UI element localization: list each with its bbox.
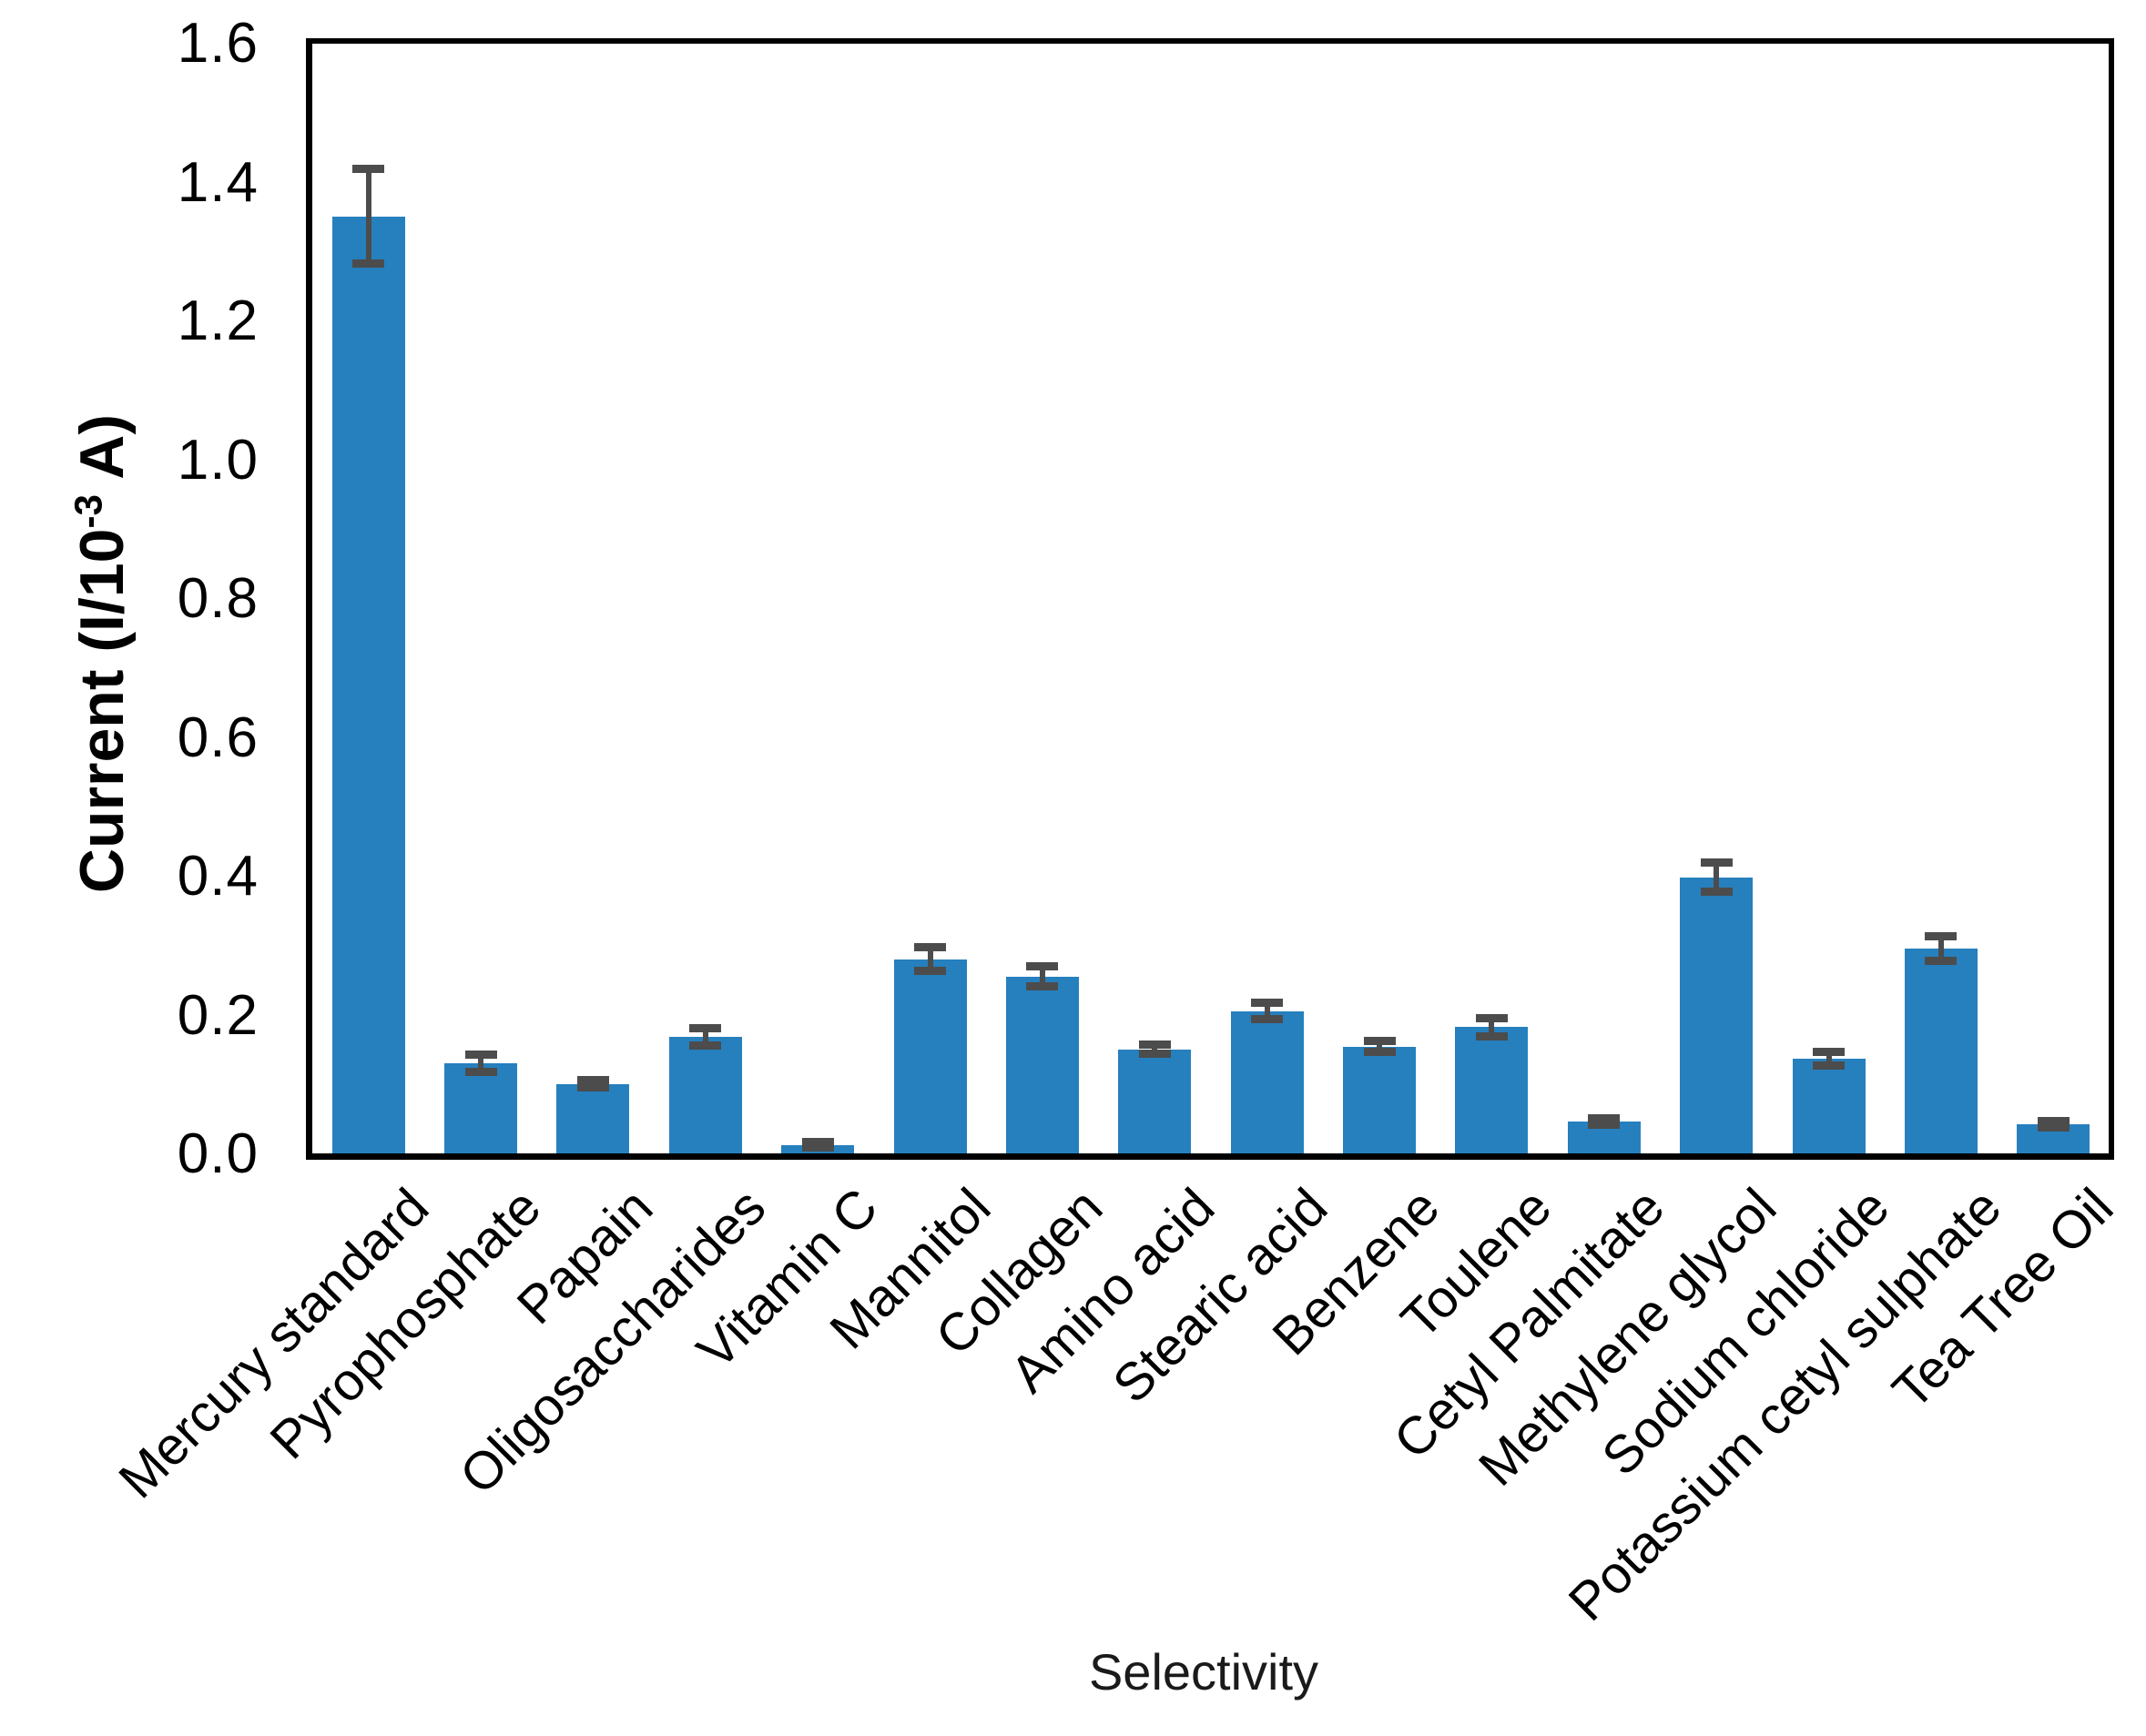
- error-cap-top-stearic-acid: [1251, 999, 1284, 1008]
- error-whisker-stearic-acid: [1264, 1002, 1270, 1020]
- error-cap-top-potassium-cetyl-sulphate: [1925, 931, 1958, 940]
- bar-sodium-chloride: [1792, 1059, 1866, 1153]
- error-whisker-toulene: [1489, 1018, 1495, 1037]
- error-whisker-sodium-chloride: [1826, 1051, 1832, 1066]
- y-axis-title-exponent: -3: [66, 494, 110, 529]
- y-tick-label-1.4: 1.4: [177, 150, 259, 214]
- error-cap-bottom-mannitol: [914, 966, 947, 975]
- error-cap-bottom-sodium-chloride: [1813, 1061, 1846, 1071]
- bar-amino-acid: [1118, 1049, 1192, 1153]
- error-cap-bottom-benzene: [1363, 1048, 1396, 1057]
- error-cap-bottom-stearic-acid: [1251, 1015, 1284, 1024]
- y-axis-title-unit: A): [67, 413, 137, 495]
- error-whisker-methylene-glycol: [1714, 862, 1720, 892]
- y-axis-title-text: Current (I/10: [67, 528, 137, 894]
- error-cap-top-collagen: [1026, 962, 1059, 971]
- error-cap-top-tea-tree-oil: [2037, 1116, 2070, 1125]
- error-cap-bottom-methylene-glycol: [1700, 888, 1733, 897]
- error-cap-top-toulene: [1475, 1013, 1508, 1022]
- error-cap-top-pyrophosphate: [464, 1051, 497, 1060]
- y-tick-label-0.2: 0.2: [177, 983, 259, 1047]
- error-whisker-pyrophosphate: [478, 1054, 484, 1072]
- bar-potassium-cetyl-sulphate: [1904, 949, 1978, 1153]
- error-whisker-potassium-cetyl-sulphate: [1938, 936, 1944, 961]
- error-cap-top-benzene: [1363, 1036, 1396, 1045]
- error-cap-bottom-toulene: [1475, 1031, 1508, 1041]
- error-whisker-mannitol: [927, 947, 933, 971]
- error-cap-top-vitamin-c: [801, 1138, 834, 1147]
- bar-papain: [556, 1083, 630, 1153]
- bar-stearic-acid: [1230, 1010, 1304, 1153]
- bar-methylene-glycol: [1680, 877, 1754, 1153]
- bar-mercury-standard: [331, 216, 405, 1153]
- plot-area: [306, 38, 2114, 1160]
- bar-oligosaccharides: [668, 1036, 742, 1153]
- bar-benzene: [1343, 1046, 1417, 1153]
- error-cap-bottom-mercury-standard: [352, 259, 385, 268]
- y-tick-label-0.0: 0.0: [177, 1122, 259, 1185]
- y-tick-label-0.8: 0.8: [177, 567, 259, 630]
- error-cap-bottom-vitamin-c: [801, 1143, 834, 1152]
- y-tick-label-1.0: 1.0: [177, 428, 259, 492]
- error-cap-bottom-cetyl-palmitate: [1588, 1121, 1621, 1130]
- y-tick-label-1.6: 1.6: [177, 12, 259, 75]
- y-tick-label-1.2: 1.2: [177, 289, 259, 352]
- error-cap-bottom-tea-tree-oil: [2037, 1123, 2070, 1132]
- y-tick-label-0.4: 0.4: [177, 845, 259, 908]
- error-whisker-benzene: [1377, 1041, 1383, 1052]
- error-cap-bottom-pyrophosphate: [464, 1067, 497, 1076]
- error-cap-bottom-collagen: [1026, 981, 1059, 990]
- error-whisker-collagen: [1039, 966, 1045, 987]
- x-axis-title: Selectivity: [1088, 1643, 1319, 1700]
- bar-collagen: [1005, 976, 1079, 1153]
- y-tick-label-0.6: 0.6: [177, 706, 259, 769]
- error-cap-top-oligosaccharides: [689, 1023, 722, 1032]
- bar-pyrophosphate: [444, 1062, 518, 1153]
- error-cap-top-mercury-standard: [352, 165, 385, 174]
- error-whisker-mercury-standard: [365, 168, 371, 264]
- error-cap-bottom-potassium-cetyl-sulphate: [1925, 957, 1958, 966]
- error-cap-top-amino-acid: [1138, 1040, 1171, 1049]
- bar-toulene: [1455, 1027, 1529, 1153]
- y-axis-title: Current (I/10-3 A): [60, 62, 144, 1245]
- error-cap-bottom-amino-acid: [1138, 1050, 1171, 1059]
- error-cap-bottom-papain: [576, 1083, 609, 1092]
- error-cap-top-methylene-glycol: [1700, 858, 1733, 868]
- error-cap-top-papain: [576, 1076, 609, 1085]
- error-whisker-oligosaccharides: [702, 1028, 708, 1046]
- error-cap-bottom-oligosaccharides: [689, 1041, 722, 1051]
- bar-mannitol: [893, 959, 967, 1153]
- error-cap-top-sodium-chloride: [1813, 1048, 1846, 1057]
- error-cap-top-cetyl-palmitate: [1588, 1113, 1621, 1122]
- error-whisker-amino-acid: [1152, 1044, 1158, 1054]
- error-cap-top-mannitol: [914, 943, 947, 952]
